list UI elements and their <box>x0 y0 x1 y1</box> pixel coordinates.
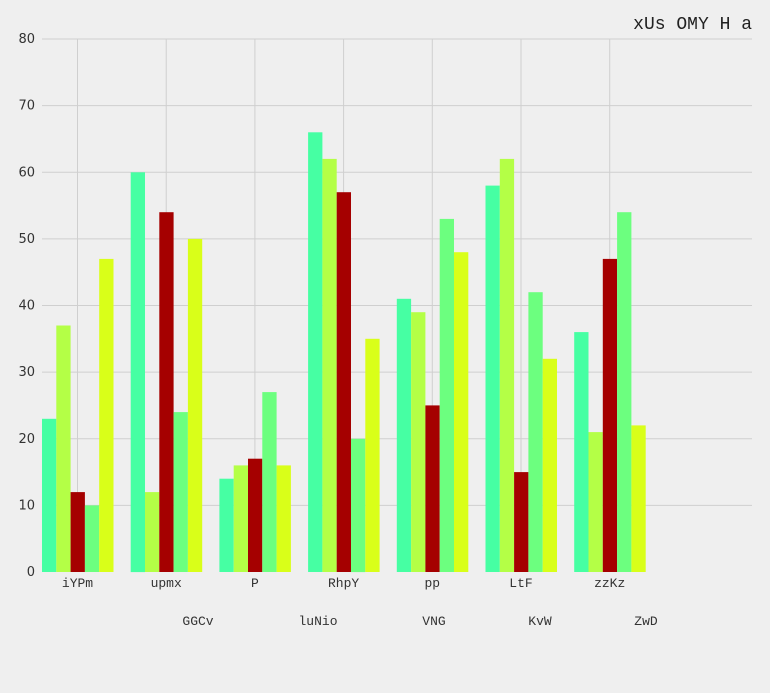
bar-GGCv-LtF <box>485 185 500 572</box>
x-tick-label: upmx <box>151 576 182 591</box>
bar-luNio-upmx <box>145 492 160 572</box>
bar-luNio-P <box>233 465 248 572</box>
x-tick-label: RhpY <box>328 576 359 591</box>
bar-VNG-iYPm <box>70 492 85 572</box>
bar-VNG-LtF <box>514 472 529 572</box>
y-tick-label: 20 <box>18 432 35 447</box>
legend-item-VNG: VNG <box>422 614 445 629</box>
bar-KvW-LtF <box>528 292 543 572</box>
bar-VNG-pp <box>425 405 440 572</box>
bar-GGCv-iYPm <box>42 418 57 572</box>
bar-GGCv-P <box>219 478 234 572</box>
x-tick-label: zzKz <box>594 576 625 591</box>
bar-VNG-P <box>248 458 263 572</box>
bar-VNG-zzKz <box>602 258 618 572</box>
bar-GGCv-zzKz <box>574 332 589 572</box>
y-tick-label: 50 <box>18 232 35 247</box>
bar-ZwD-upmx <box>187 238 203 572</box>
y-tick-label: 0 <box>27 565 35 580</box>
x-tick-label: iYPm <box>62 576 93 591</box>
legend-item-GGCv: GGCv <box>182 614 213 629</box>
bar-KvW-zzKz <box>617 212 632 572</box>
bar-ZwD-zzKz <box>631 425 646 572</box>
bars-layer <box>42 132 646 573</box>
y-tick-label: 80 <box>18 32 35 47</box>
y-tick-label: 60 <box>18 165 35 180</box>
bar-luNio-iYPm <box>56 325 71 572</box>
x-tick-label: pp <box>424 576 440 591</box>
y-tick-label: 70 <box>18 99 35 114</box>
y-tick-label: 40 <box>18 299 35 314</box>
bar-KvW-pp <box>439 218 454 572</box>
x-tick-label: P <box>251 576 259 591</box>
legend: GGCv luNio VNG KvW ZwD <box>182 614 658 629</box>
bar-KvW-RhpY <box>351 438 366 573</box>
bar-luNio-zzKz <box>588 432 603 572</box>
axis-layer: 0 10 20 30 40 50 60 70 80 iYPm upmx P RhpY pp LtF zzKz <box>18 32 625 591</box>
bar-GGCv-upmx <box>130 172 145 573</box>
legend-item-luNio: luNio <box>298 614 337 629</box>
chart-title: xUs OMY H a <box>633 15 752 35</box>
bar-ZwD-P <box>276 465 291 572</box>
bar-VNG-RhpY <box>336 192 351 572</box>
bar-luNio-pp <box>411 312 426 572</box>
bar-ZwD-pp <box>454 252 469 572</box>
bar-luNio-LtF <box>499 158 515 572</box>
bar-KvW-P <box>262 392 277 572</box>
bar-GGCv-pp <box>396 298 412 572</box>
bar-ZwD-iYPm <box>99 258 114 572</box>
x-tick-label: LtF <box>509 576 532 591</box>
bar-VNG-upmx <box>159 212 174 572</box>
bar-ZwD-LtF <box>542 358 557 572</box>
legend-item-KvW: KvW <box>528 614 552 629</box>
bar-luNio-RhpY <box>322 158 337 572</box>
legend-item-ZwD: ZwD <box>634 614 658 629</box>
y-tick-label: 10 <box>18 498 35 513</box>
y-tick-label: 30 <box>18 365 35 380</box>
bar-KvW-iYPm <box>84 505 100 572</box>
bar-GGCv-RhpY <box>308 132 323 573</box>
bar-ZwD-RhpY <box>365 338 380 572</box>
bar-KvW-upmx <box>173 412 188 572</box>
